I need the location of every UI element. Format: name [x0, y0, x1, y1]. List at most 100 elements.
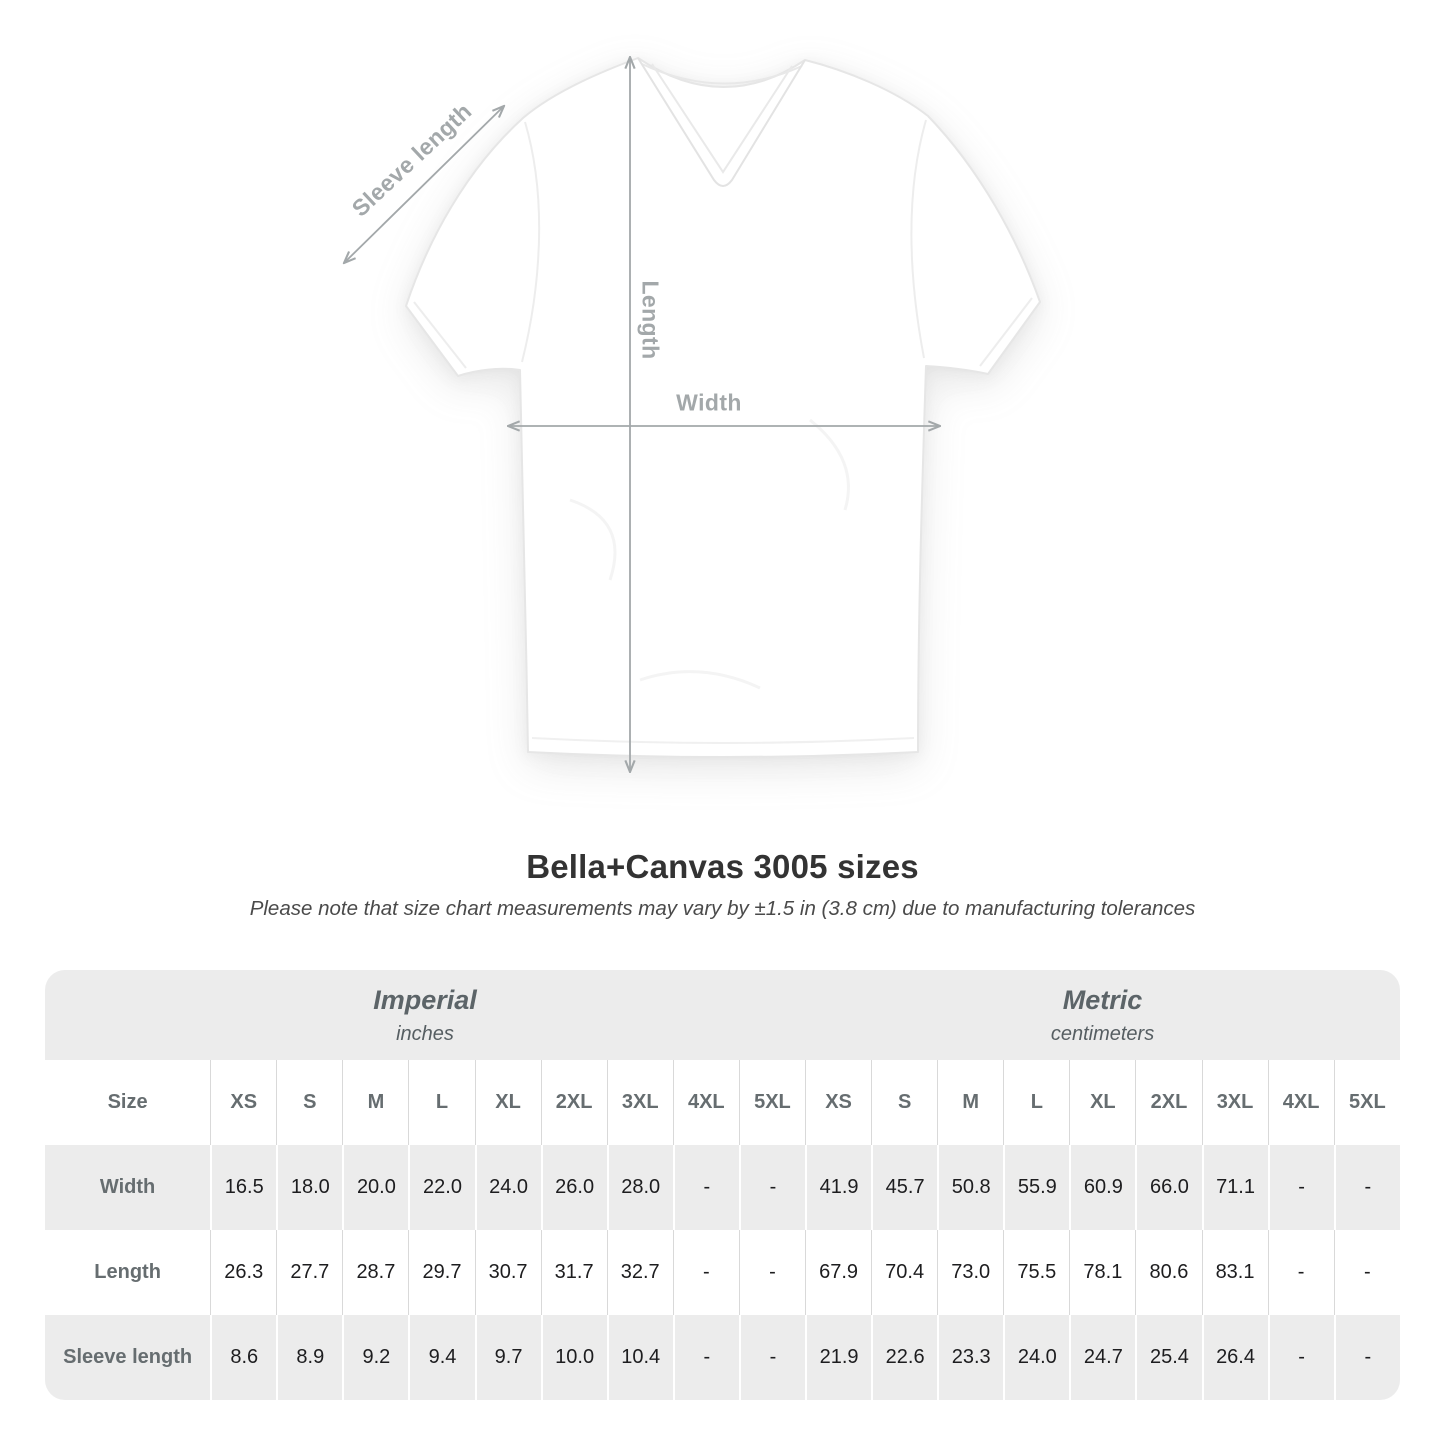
size-chart-table: Imperial inches Metric centimeters Size …: [45, 970, 1400, 1400]
size-column-header: Size: [45, 1060, 211, 1145]
value-cell: 41.9: [805, 1145, 872, 1230]
row-label: Length: [45, 1230, 211, 1315]
table-row-length: Length 26.3 27.7 28.7 29.7 30.7 31.7 32.…: [45, 1230, 1400, 1315]
value-cell: 24.0: [474, 1145, 541, 1230]
value-cell: 75.5: [1003, 1230, 1070, 1315]
metric-label: Metric: [1062, 984, 1143, 1015]
size-header-cell: S: [871, 1060, 938, 1145]
size-header-row: Size XS S M L XL 2XL 3XL 4XL 5XL XS S M …: [45, 1060, 1400, 1145]
tolerance-note: Please note that size chart measurements…: [249, 897, 1196, 920]
value-cell: -: [672, 1145, 739, 1230]
collar-back-seam: [641, 63, 803, 85]
wrinkle-line: [639, 670, 761, 690]
value-cell: 31.7: [540, 1230, 607, 1315]
value-cell: 70.4: [871, 1230, 938, 1315]
value-cell: 30.7: [474, 1230, 541, 1315]
value-cell: 73.0: [937, 1230, 1004, 1315]
value-cell: 10.0: [540, 1315, 607, 1400]
right-armhole-seam: [910, 119, 927, 359]
size-header-cell: XS: [210, 1060, 277, 1145]
value-cell: 26.4: [1201, 1315, 1268, 1400]
metric-group-header: Metric centimeters: [805, 970, 1400, 1060]
value-cell: 22.0: [408, 1145, 475, 1230]
value-cell: 26.0: [540, 1145, 607, 1230]
imperial-unit-label: inches: [396, 1022, 454, 1045]
value-cell: 24.7: [1069, 1315, 1136, 1400]
left-cuff-seam: [413, 301, 467, 369]
size-header-cell: S: [276, 1060, 343, 1145]
value-cell: 83.1: [1201, 1230, 1268, 1315]
size-header-cell: 2XL: [1135, 1060, 1202, 1145]
value-cell: 60.9: [1069, 1145, 1136, 1230]
size-header-cell: XL: [474, 1060, 541, 1145]
size-header-cell: XS: [805, 1060, 872, 1145]
value-cell: 26.3: [210, 1230, 277, 1315]
table-row-sleeve-length: Sleeve length 8.6 8.9 9.2 9.4 9.7 10.0 1…: [45, 1315, 1400, 1400]
value-cell: 21.9: [805, 1315, 872, 1400]
right-cuff-seam: [979, 297, 1033, 367]
value-cell: 32.7: [606, 1230, 673, 1315]
value-cell: 78.1: [1069, 1230, 1136, 1315]
size-header-cell: M: [342, 1060, 409, 1145]
value-cell: 80.6: [1135, 1230, 1202, 1315]
imperial-group-header: Imperial inches: [45, 970, 806, 1060]
value-cell: 45.7: [871, 1145, 938, 1230]
value-cell: 28.7: [342, 1230, 409, 1315]
row-label: Sleeve length: [45, 1315, 211, 1400]
size-header-cell: 4XL: [672, 1060, 739, 1145]
value-cell: 55.9: [1003, 1145, 1070, 1230]
tshirt-illustration: [405, 57, 1041, 758]
size-header-cell: M: [937, 1060, 1004, 1145]
hem-seam: [531, 737, 915, 744]
value-cell: -: [672, 1315, 739, 1400]
size-header-cell: XL: [1069, 1060, 1136, 1145]
value-cell: -: [738, 1230, 806, 1315]
value-cell: 25.4: [1135, 1315, 1202, 1400]
value-cell: 9.7: [474, 1315, 541, 1400]
value-cell: -: [1267, 1145, 1334, 1230]
value-cell: 18.0: [276, 1145, 343, 1230]
value-cell: 66.0: [1135, 1145, 1202, 1230]
page-title: Bella+Canvas 3005 sizes: [526, 848, 919, 885]
value-cell: -: [738, 1315, 806, 1400]
value-cell: -: [1333, 1145, 1400, 1230]
left-armhole-seam: [521, 121, 541, 363]
vneck-outer-edge: [637, 57, 806, 187]
value-cell: -: [1267, 1230, 1334, 1315]
size-header-cell: 3XL: [1201, 1060, 1268, 1145]
value-cell: -: [1267, 1315, 1334, 1400]
value-cell: -: [738, 1145, 806, 1230]
value-cell: 28.0: [606, 1145, 673, 1230]
title-block: Bella+Canvas 3005 sizes Please note that…: [0, 848, 1445, 921]
value-cell: 10.4: [606, 1315, 673, 1400]
value-cell: 71.1: [1201, 1145, 1268, 1230]
size-header-cell: 3XL: [606, 1060, 673, 1145]
value-cell: 29.7: [408, 1230, 475, 1315]
size-header-cell: 4XL: [1267, 1060, 1334, 1145]
row-label: Width: [45, 1145, 211, 1230]
value-cell: 9.2: [342, 1315, 409, 1400]
value-cell: 67.9: [805, 1230, 872, 1315]
value-cell: -: [1333, 1315, 1400, 1400]
value-cell: 16.5: [210, 1145, 277, 1230]
size-header-cell: 5XL: [738, 1060, 806, 1145]
length-measurement-label: Length: [637, 280, 664, 360]
value-cell: -: [672, 1230, 739, 1315]
vneck-inner-seam: [651, 63, 793, 174]
value-cell: 9.4: [408, 1315, 475, 1400]
value-cell: 8.6: [210, 1315, 277, 1400]
value-cell: -: [1333, 1230, 1400, 1315]
value-cell: 20.0: [342, 1145, 409, 1230]
unit-group-row: Imperial inches Metric centimeters: [45, 970, 1400, 1060]
wrinkle-line: [569, 498, 617, 581]
metric-unit-label: centimeters: [1050, 1022, 1155, 1045]
table-row-width: Width 16.5 18.0 20.0 22.0 24.0 26.0 28.0…: [45, 1145, 1400, 1230]
value-cell: 22.6: [871, 1315, 938, 1400]
size-header-cell: 5XL: [1333, 1060, 1400, 1145]
size-chart: Imperial inches Metric centimeters Size …: [45, 970, 1400, 1400]
value-cell: 23.3: [937, 1315, 1004, 1400]
size-header-cell: L: [1003, 1060, 1070, 1145]
value-cell: 27.7: [276, 1230, 343, 1315]
width-measurement-label: Width: [676, 389, 742, 416]
